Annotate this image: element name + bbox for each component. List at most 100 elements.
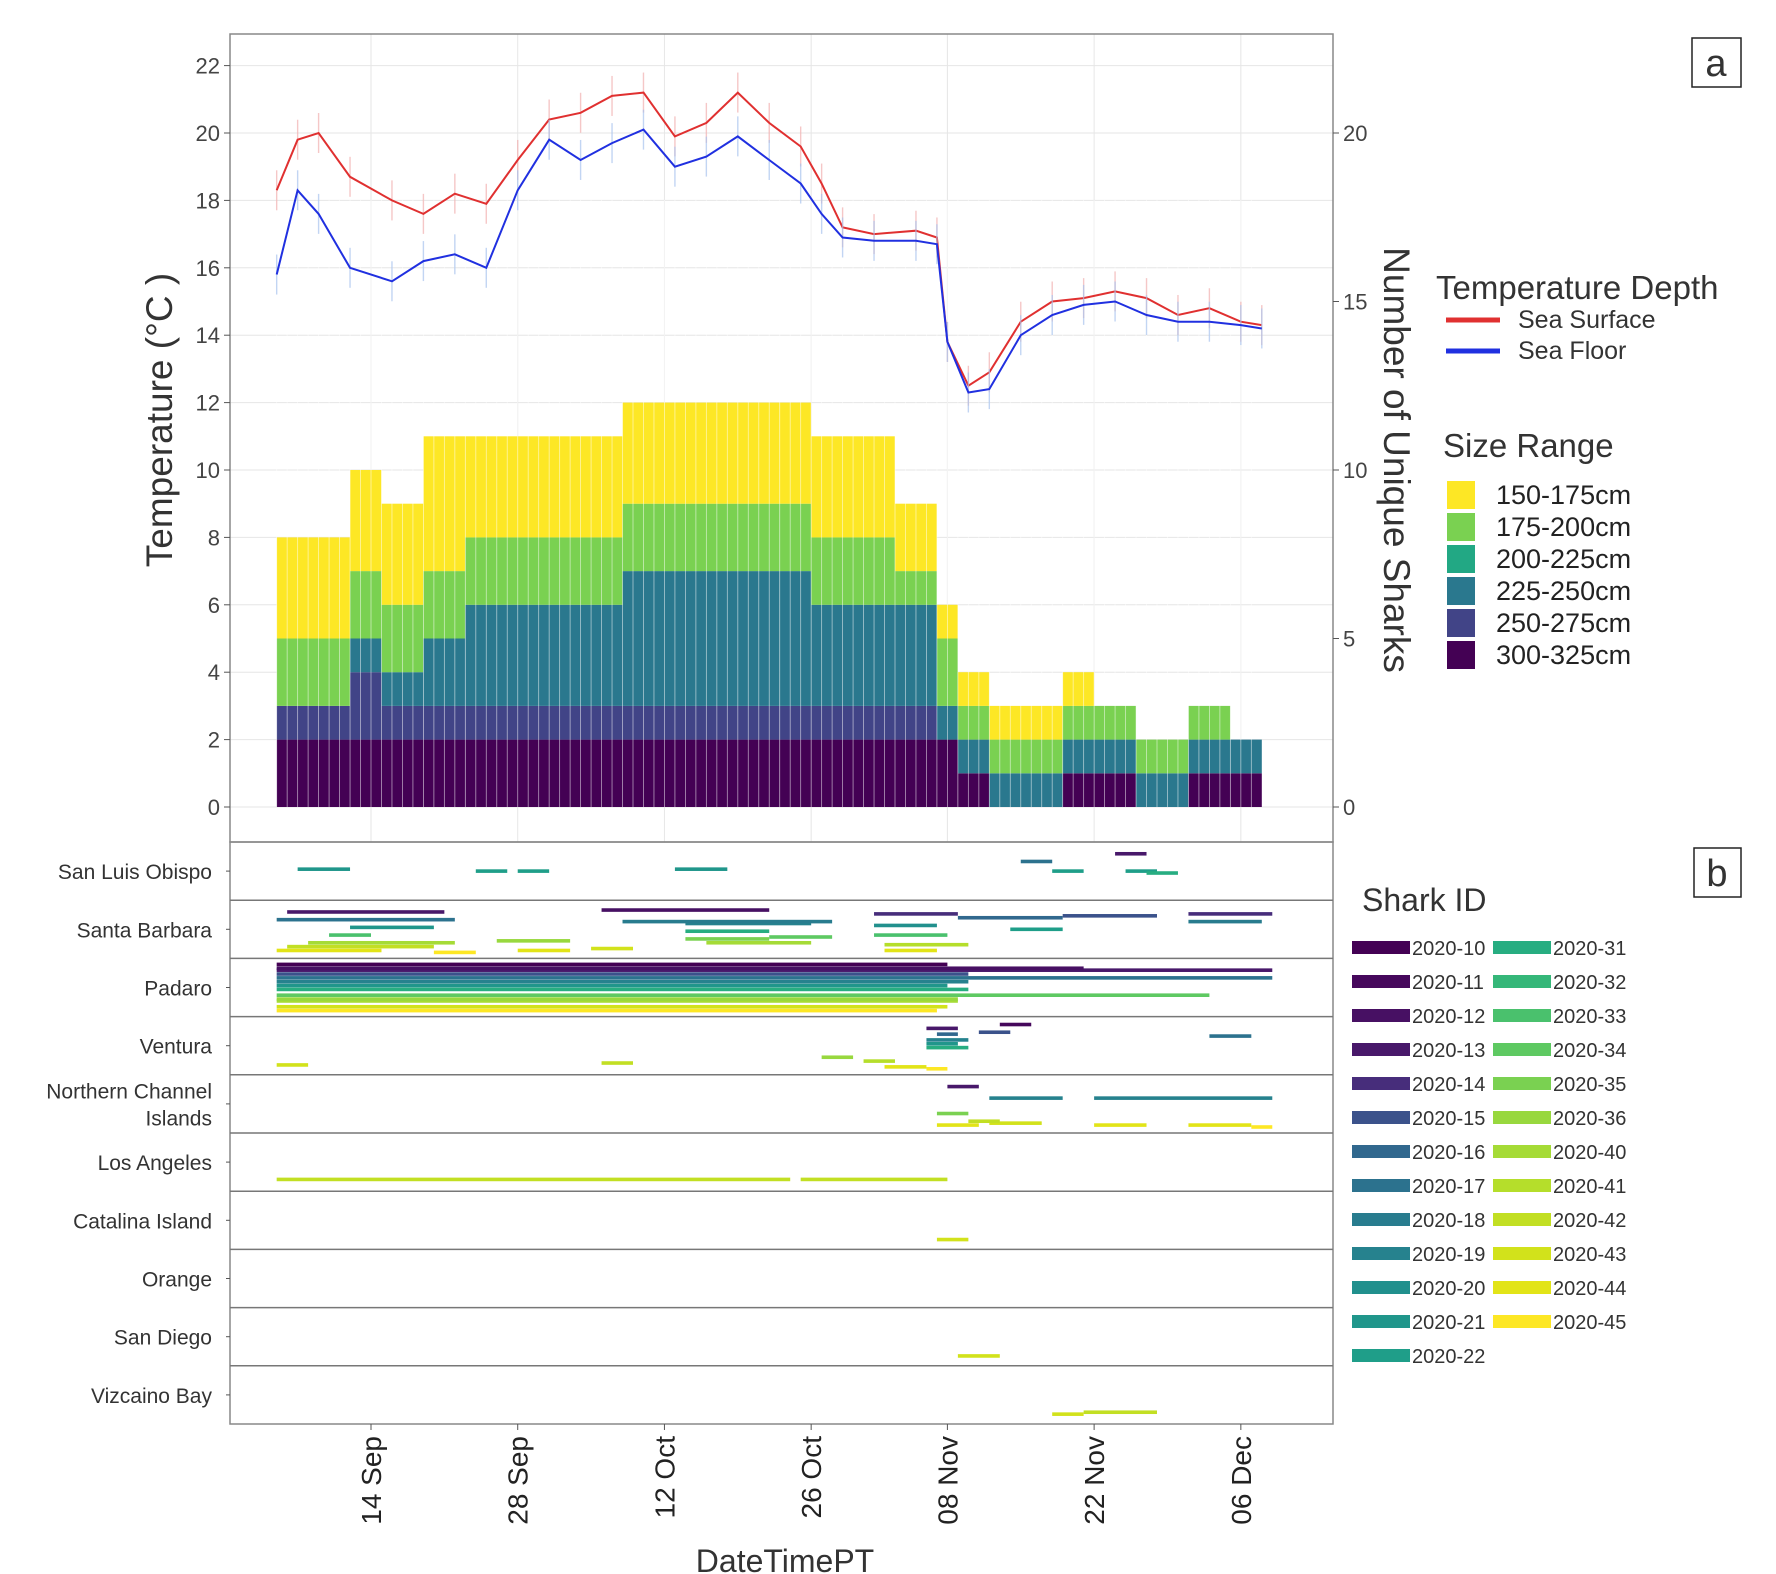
- region-label: Vizcaino Bay: [91, 1385, 213, 1408]
- legend-shark-swatch: [1352, 1043, 1410, 1056]
- bar-segment: [465, 436, 623, 538]
- panel-a-label-box: [1691, 37, 1742, 88]
- region-label: Orange: [142, 1269, 212, 1292]
- legend-size-range: Size Range 150-175cm175-200cm200-225cm22…: [1443, 427, 1631, 670]
- detection-segment: [1020, 859, 1053, 864]
- legend-shark-label: 2020-19: [1412, 1244, 1485, 1266]
- detection-segment: [926, 1045, 969, 1050]
- detection-segment: [1094, 1096, 1273, 1100]
- legend-size-swatch: [1447, 609, 1475, 637]
- region-label: Santa Barbara: [77, 919, 213, 942]
- detection-segment: [884, 1065, 927, 1069]
- legend-shark-label: 2020-35: [1553, 1074, 1626, 1096]
- bar-segment: [1062, 705, 1095, 740]
- region-label: Islands: [145, 1107, 212, 1130]
- legend-temp-items: Sea Surface Sea Floor: [1446, 306, 1656, 365]
- legend-temp-label: Sea Surface: [1518, 306, 1656, 334]
- legend-shark-label: 2020-33: [1553, 1006, 1626, 1028]
- detection-segment: [874, 923, 937, 928]
- detection-segment: [1209, 1034, 1252, 1038]
- legend-shark-label: 2020-43: [1553, 1244, 1626, 1266]
- bar-segment: [957, 773, 990, 807]
- legend-shark-swatch: [1493, 1009, 1551, 1022]
- bar-segment: [1136, 773, 1189, 807]
- legend-shark-label: 2020-32: [1553, 972, 1626, 994]
- detection-segment: [276, 979, 969, 984]
- bar-segment: [276, 705, 351, 740]
- legend-shark-label: 2020-36: [1553, 1108, 1626, 1130]
- legend-temperature-depth: Temperature Depth Sea Surface Sea Floor: [1436, 269, 1718, 365]
- detection-segment: [308, 940, 455, 945]
- y-right-tick-label: 20: [1343, 121, 1367, 146]
- detection-segment: [926, 1038, 969, 1042]
- region-label: San Luis Obispo: [58, 861, 212, 884]
- legend-shark-swatch: [1352, 1213, 1410, 1226]
- temperature-line-sea-floor: [275, 128, 1262, 394]
- bar-segment: [1136, 739, 1189, 774]
- detection-segment: [936, 1237, 969, 1242]
- detection-segment: [936, 1123, 979, 1127]
- legend-shark-label: 2020-10: [1412, 938, 1485, 960]
- detection-segment: [999, 1022, 1032, 1027]
- detection-segment: [276, 917, 455, 922]
- legend-shark-swatch: [1352, 1111, 1410, 1124]
- legend-size-swatch: [1447, 545, 1475, 573]
- detection-segment: [989, 1096, 1063, 1100]
- y-left-tick-label: 6: [208, 593, 220, 618]
- detection-segment: [496, 939, 571, 943]
- legend-shark-swatch: [1352, 1077, 1410, 1090]
- detection-segment: [1125, 869, 1157, 873]
- bar-segment: [1062, 773, 1095, 807]
- x-tick-label: 26 Oct: [796, 1436, 827, 1519]
- y-right-tick-label: 15: [1343, 290, 1367, 315]
- detection-segment: [1062, 914, 1157, 918]
- detection-segment: [276, 968, 1273, 972]
- detection-segment: [276, 993, 1210, 997]
- legend-size-swatch: [1447, 641, 1475, 669]
- panel-b-detections: [276, 851, 1273, 1416]
- y-right-tick-label: 5: [1343, 627, 1355, 652]
- detection-segment: [821, 1055, 854, 1060]
- detection-segment: [276, 948, 382, 953]
- legend-size-swatch: [1447, 481, 1475, 509]
- legend-size-title: Size Range: [1443, 427, 1614, 464]
- legend-size-swatch: [1447, 513, 1475, 541]
- legend-shark-label: 2020-21: [1412, 1312, 1485, 1334]
- detection-segment: [685, 937, 770, 941]
- detection-segment: [475, 869, 508, 873]
- legend-shark-label: 2020-42: [1553, 1210, 1626, 1232]
- x-tick-label: 14 Sep: [356, 1436, 387, 1525]
- detection-segment: [685, 929, 770, 934]
- legend-shark-swatch: [1493, 975, 1551, 988]
- detection-segment: [622, 919, 833, 924]
- legend-shark-swatch: [1352, 1145, 1410, 1158]
- legend-temp-title: Temperature Depth: [1436, 269, 1718, 306]
- bar-segment: [1062, 739, 1095, 774]
- y-right-tick-label: 0: [1343, 795, 1355, 820]
- detection-segment: [936, 1111, 969, 1116]
- legend-shark-swatch: [1493, 1145, 1551, 1158]
- legend-shark-swatch: [1352, 1179, 1410, 1192]
- bar-segment: [465, 705, 623, 740]
- detection-segment: [874, 933, 948, 937]
- legend-size-label: 200-225cm: [1496, 544, 1631, 574]
- detection-segment: [1052, 869, 1084, 873]
- detection-segment: [706, 940, 812, 945]
- legend-shark-label: 2020-11: [1412, 972, 1484, 994]
- legend-size-items: 150-175cm175-200cm200-225cm225-250cm250-…: [1447, 480, 1631, 670]
- detection-segment: [1010, 927, 1063, 932]
- detection-segment: [1188, 1123, 1252, 1127]
- detection-segment: [517, 948, 571, 953]
- legend-temp-label: Sea Floor: [1518, 337, 1626, 365]
- bar-segment: [622, 402, 780, 504]
- detection-segment: [1251, 1125, 1273, 1129]
- legend-shark-label: 2020-41: [1553, 1176, 1626, 1198]
- region-label: Catalina Island: [73, 1210, 212, 1233]
- detection-segment: [1115, 851, 1147, 856]
- detection-segment: [800, 1177, 948, 1182]
- detection-segment: [674, 867, 728, 871]
- detection-segment: [297, 867, 351, 871]
- bar-segment: [779, 739, 812, 807]
- bar-segment: [779, 503, 812, 572]
- detection-segment: [276, 1008, 937, 1013]
